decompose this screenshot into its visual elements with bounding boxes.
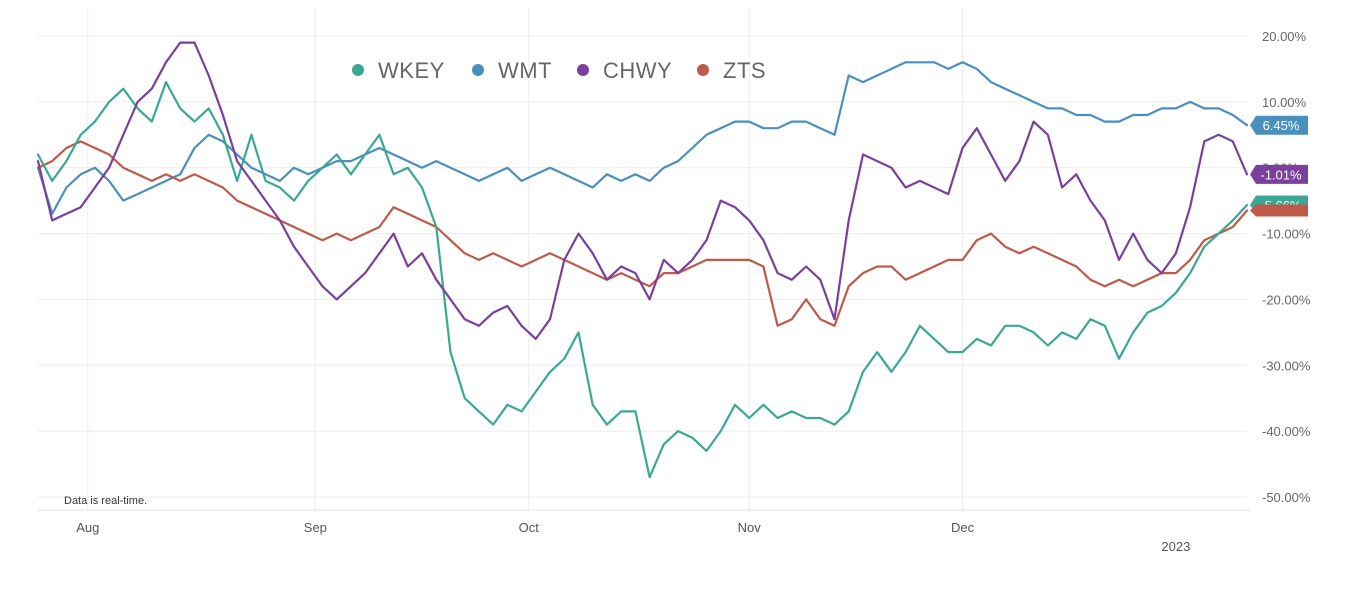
legend-item-wkey[interactable]: WKEY — [352, 58, 445, 83]
x-tick-label: Sep — [304, 520, 327, 535]
legend[interactable]: WKEY WMT CHWY ZTS — [352, 58, 766, 83]
end-label-wmt: 6.45% — [1250, 115, 1308, 135]
data-note: Data is real-time. — [64, 495, 147, 507]
y-tick-label: -30.00% — [1262, 358, 1311, 373]
legend-label: WKEY — [378, 58, 445, 83]
y-tick-label: 10.00% — [1262, 95, 1307, 110]
end-label-chwy: -1.01% — [1250, 164, 1308, 184]
series-line-chwy — [36, 41, 1249, 340]
x-axis: Aug Sep Oct Nov Dec 2023 — [38, 509, 1250, 554]
series-line-wkey — [36, 81, 1249, 479]
legend-item-wmt[interactable]: WMT — [472, 58, 552, 83]
x-tick-label: Oct — [519, 520, 540, 535]
series-lines — [36, 41, 1249, 479]
y-tick-label: -40.00% — [1262, 424, 1311, 439]
y-tick-label: 20.00% — [1262, 29, 1307, 44]
legend-marker — [472, 64, 484, 76]
x-tick-label: Dec — [951, 520, 975, 535]
legend-item-chwy[interactable]: CHWY — [577, 58, 672, 83]
end-label-zts — [1250, 204, 1308, 217]
series-line-wmt — [36, 61, 1249, 215]
legend-marker — [577, 64, 589, 76]
x-tick-label: 2023 — [1161, 539, 1190, 554]
end-label-text: -1.01% — [1260, 167, 1302, 182]
legend-label: ZTS — [723, 58, 766, 83]
x-tick-label: Aug — [76, 520, 99, 535]
y-tick-label: -10.00% — [1262, 227, 1311, 242]
y-tick-label: -20.00% — [1262, 292, 1311, 307]
legend-label: CHWY — [603, 58, 672, 83]
y-axis: 20.00%10.00%0.00%-10.00%-20.00%-30.00%-4… — [1262, 29, 1311, 505]
y-tick-label: -50.00% — [1262, 490, 1311, 505]
end-label-box — [1250, 115, 1308, 135]
end-label-box — [1250, 164, 1308, 184]
end-labels: -5.66%6.45%-1.01% — [1250, 115, 1308, 217]
legend-label: WMT — [498, 58, 552, 83]
x-tick-label: Nov — [738, 520, 762, 535]
series-line-zts — [36, 140, 1249, 327]
legend-marker — [697, 64, 709, 76]
legend-marker — [352, 64, 364, 76]
grid — [38, 8, 1247, 510]
legend-item-zts[interactable]: ZTS — [697, 58, 766, 83]
end-label-text: 6.45% — [1263, 118, 1300, 133]
